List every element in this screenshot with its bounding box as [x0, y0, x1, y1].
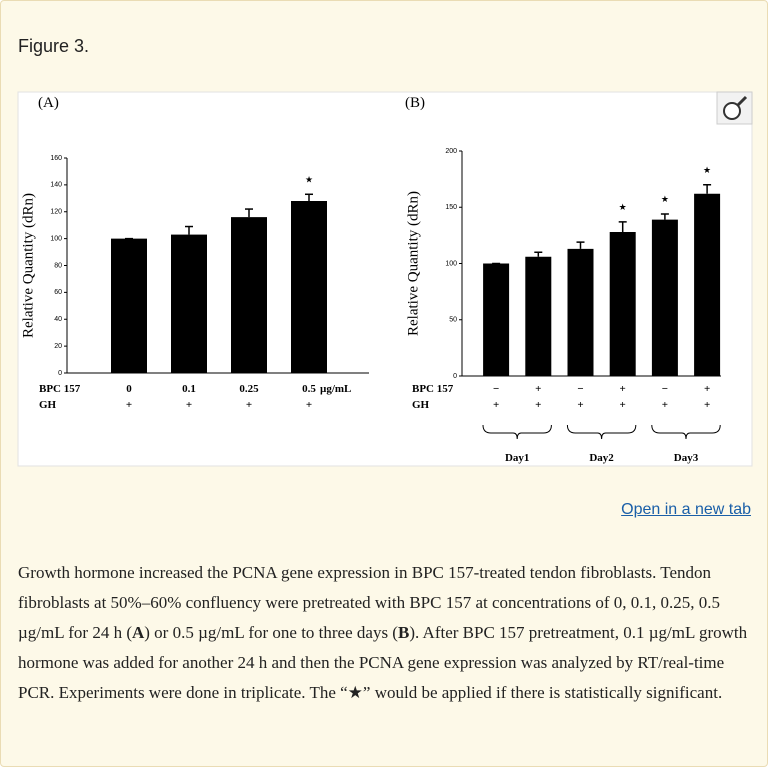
significance-star: ★ [703, 165, 711, 175]
panel-label: (A) [38, 95, 59, 111]
significance-star: ★ [305, 174, 313, 184]
y-tick-label: 0 [58, 370, 62, 377]
x-tick-label: 0 [126, 383, 132, 395]
x-tick-label: − [662, 383, 668, 395]
y-tick-label: 100 [445, 260, 457, 267]
group-brace [482, 424, 552, 440]
x-tick-label: + [535, 383, 541, 395]
panel-label: (B) [405, 95, 425, 111]
figure: (A) Relative Quantity (dRn) 0 20 40 60 80 100 12… [17, 91, 753, 467]
gh-label: + [126, 399, 132, 411]
y-tick-label: 100 [50, 235, 62, 242]
y-tick-label: 80 [54, 262, 62, 269]
y-tick-label: 150 [445, 204, 457, 211]
caption: Growth hormone increased the PCNA gene e… [18, 558, 760, 708]
row-label: BPC 157 [412, 383, 454, 395]
caption-text: B [397, 623, 410, 642]
gh-label: + [620, 399, 626, 411]
y-tick-label: 0 [453, 373, 457, 380]
unit-label: µg/mL [320, 383, 351, 395]
y-axis-label: Relative Quantity (dRn) [20, 193, 36, 338]
y-tick-label: 160 [50, 155, 62, 162]
bar [694, 193, 721, 376]
group-brace [651, 424, 721, 440]
figure-title: Figure 3. [18, 36, 90, 56]
caption-text: A [131, 623, 145, 642]
y-tick-label: 200 [445, 148, 457, 155]
gh-label: + [306, 399, 312, 411]
group-label: Day3 [674, 452, 699, 464]
row-label: BPC 157 [39, 383, 81, 395]
gh-label: + [577, 399, 583, 411]
x-tick-label: 0.5 [302, 383, 316, 395]
y-tick-label: 140 [50, 182, 62, 189]
y-tick-label: 60 [54, 289, 62, 296]
caption-text: ). After BPC 157 pretreatment, 0.1 µg/mL… [18, 623, 748, 702]
bar [483, 263, 510, 376]
y-tick-label: 50 [449, 317, 457, 324]
caption-text: ) or 0.5 µg/mL for one to three days ( [144, 623, 398, 642]
significance-star: ★ [619, 202, 627, 212]
row-label: GH [39, 399, 57, 411]
zoom-icon[interactable] [716, 91, 753, 125]
y-tick-label: 20 [54, 343, 62, 350]
gh-label: + [704, 399, 710, 411]
bar [231, 217, 267, 373]
bar [171, 234, 207, 373]
open-link[interactable]: Open in a new tab [621, 501, 751, 518]
y-tick-label: 40 [54, 316, 62, 323]
bar [651, 219, 678, 376]
bar [291, 201, 327, 373]
y-axis-label: Relative Quantity (dRn) [405, 191, 421, 336]
bar [567, 248, 594, 376]
x-tick-label: 0.25 [239, 383, 259, 395]
bar [111, 238, 147, 373]
gh-label: + [246, 399, 252, 411]
bar [525, 256, 552, 376]
gh-label: + [662, 399, 668, 411]
caption-text: Growth hormone increased the PCNA gene e… [18, 563, 721, 642]
group-label: Day1 [505, 452, 529, 464]
x-tick-label: − [577, 383, 583, 395]
significance-star: ★ [661, 194, 669, 204]
bar [609, 232, 636, 376]
group-brace [566, 424, 637, 440]
x-tick-label: + [620, 383, 626, 395]
group-label: Day2 [589, 452, 614, 464]
gh-label: + [493, 399, 499, 411]
y-tick-label: 120 [50, 209, 62, 216]
x-tick-label: + [704, 383, 710, 395]
gh-label: + [186, 399, 192, 411]
gh-label: + [535, 399, 541, 411]
x-tick-label: 0.1 [182, 383, 196, 395]
x-tick-label: − [493, 383, 499, 395]
row-label: GH [412, 399, 430, 411]
